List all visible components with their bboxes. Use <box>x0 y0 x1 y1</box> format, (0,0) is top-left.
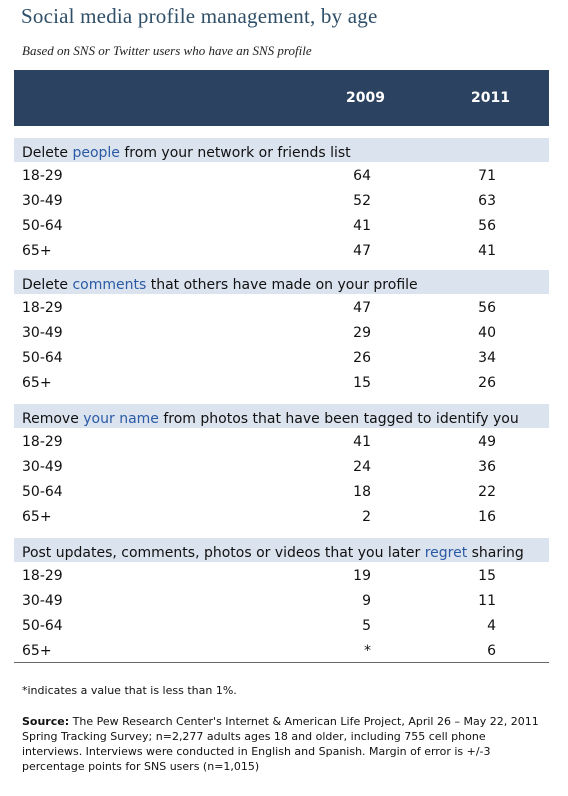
value-2011: 41 <box>478 243 496 259</box>
section-label-hl: your name <box>83 411 159 427</box>
value-2009: 5 <box>362 618 371 634</box>
row-label-age: 50-64 <box>22 218 63 234</box>
section-band-3 <box>14 404 549 428</box>
section-label-2: Delete comments that others have made on… <box>22 277 418 293</box>
row-label-age: 65+ <box>22 509 52 525</box>
section-label-pre: Delete <box>22 145 73 161</box>
row-label-age: 65+ <box>22 375 52 391</box>
column-header-2009: 2009 <box>346 90 385 106</box>
value-2009: 47 <box>353 243 371 259</box>
value-2009: 52 <box>353 193 371 209</box>
section-label-1: Delete people from your network or frien… <box>22 145 351 161</box>
column-header-2011: 2011 <box>471 90 510 106</box>
section-label-4: Post updates, comments, photos or videos… <box>22 545 524 561</box>
row-label-age: 50-64 <box>22 350 63 366</box>
value-2009: 41 <box>353 434 371 450</box>
value-2009: 18 <box>353 484 371 500</box>
row-label-age: 18-29 <box>22 568 63 584</box>
section-label-pre: Remove <box>22 411 84 427</box>
section-band-1 <box>14 138 549 162</box>
section-label-hl: comments <box>72 277 147 293</box>
value-2009: 15 <box>353 375 371 391</box>
row-label-age: 18-29 <box>22 434 63 450</box>
section-label-hl: regret <box>424 545 468 561</box>
value-2009: 24 <box>353 459 371 475</box>
value-2009: 47 <box>353 300 371 316</box>
value-2011: 56 <box>478 218 496 234</box>
value-2009: 29 <box>353 325 371 341</box>
value-2011: 4 <box>487 618 496 634</box>
value-2009: 19 <box>353 568 371 584</box>
value-2011: 22 <box>478 484 496 500</box>
value-2009: 2 <box>362 509 371 525</box>
value-2011: 16 <box>478 509 496 525</box>
source-note: Source: The Pew Research Center's Intern… <box>22 714 542 774</box>
value-2011: 36 <box>478 459 496 475</box>
value-2011: 56 <box>478 300 496 316</box>
row-label-age: 30-49 <box>22 593 63 609</box>
section-band-2 <box>14 270 549 294</box>
section-label-post: from photos that have been tagged to ide… <box>158 411 519 427</box>
row-label-age: 50-64 <box>22 484 63 500</box>
chart-title: Social media profile management, by age <box>21 4 378 28</box>
section-label-pre: Delete <box>22 277 73 293</box>
row-label-age: 65+ <box>22 243 52 259</box>
value-2009: 41 <box>353 218 371 234</box>
value-2009: 64 <box>353 168 371 184</box>
section-label-post: that others have made on your profile <box>146 277 418 293</box>
value-2009: 9 <box>362 593 371 609</box>
value-2011: 34 <box>478 350 496 366</box>
row-label-age: 18-29 <box>22 168 63 184</box>
value-2009: 26 <box>353 350 371 366</box>
row-label-age: 30-49 <box>22 459 63 475</box>
row-label-age: 30-49 <box>22 325 63 341</box>
value-2011: 63 <box>478 193 496 209</box>
table-bottom-rule <box>14 662 549 663</box>
section-label-pre: Post updates, comments, photos or videos… <box>22 545 425 561</box>
section-label-3: Remove your name from photos that have b… <box>22 411 519 427</box>
value-2009: * <box>364 643 371 659</box>
value-2011: 26 <box>478 375 496 391</box>
row-label-age: 65+ <box>22 643 52 659</box>
table-header-band <box>14 70 549 126</box>
row-label-age: 30-49 <box>22 193 63 209</box>
value-2011: 6 <box>487 643 496 659</box>
section-band-4 <box>14 538 549 562</box>
row-label-age: 18-29 <box>22 300 63 316</box>
section-label-hl: people <box>72 145 120 161</box>
value-2011: 15 <box>478 568 496 584</box>
source-text: The Pew Research Center's Internet & Ame… <box>22 715 539 773</box>
source-label: Source: <box>22 715 70 728</box>
value-2011: 49 <box>478 434 496 450</box>
value-2011: 11 <box>478 593 496 609</box>
row-label-age: 50-64 <box>22 618 63 634</box>
value-2011: 71 <box>478 168 496 184</box>
value-2011: 40 <box>478 325 496 341</box>
footnote: *indicates a value that is less than 1%. <box>22 684 237 697</box>
section-label-post: sharing <box>467 545 524 561</box>
section-label-post: from your network or friends list <box>119 145 351 161</box>
chart-subtitle: Based on SNS or Twitter users who have a… <box>22 43 312 58</box>
